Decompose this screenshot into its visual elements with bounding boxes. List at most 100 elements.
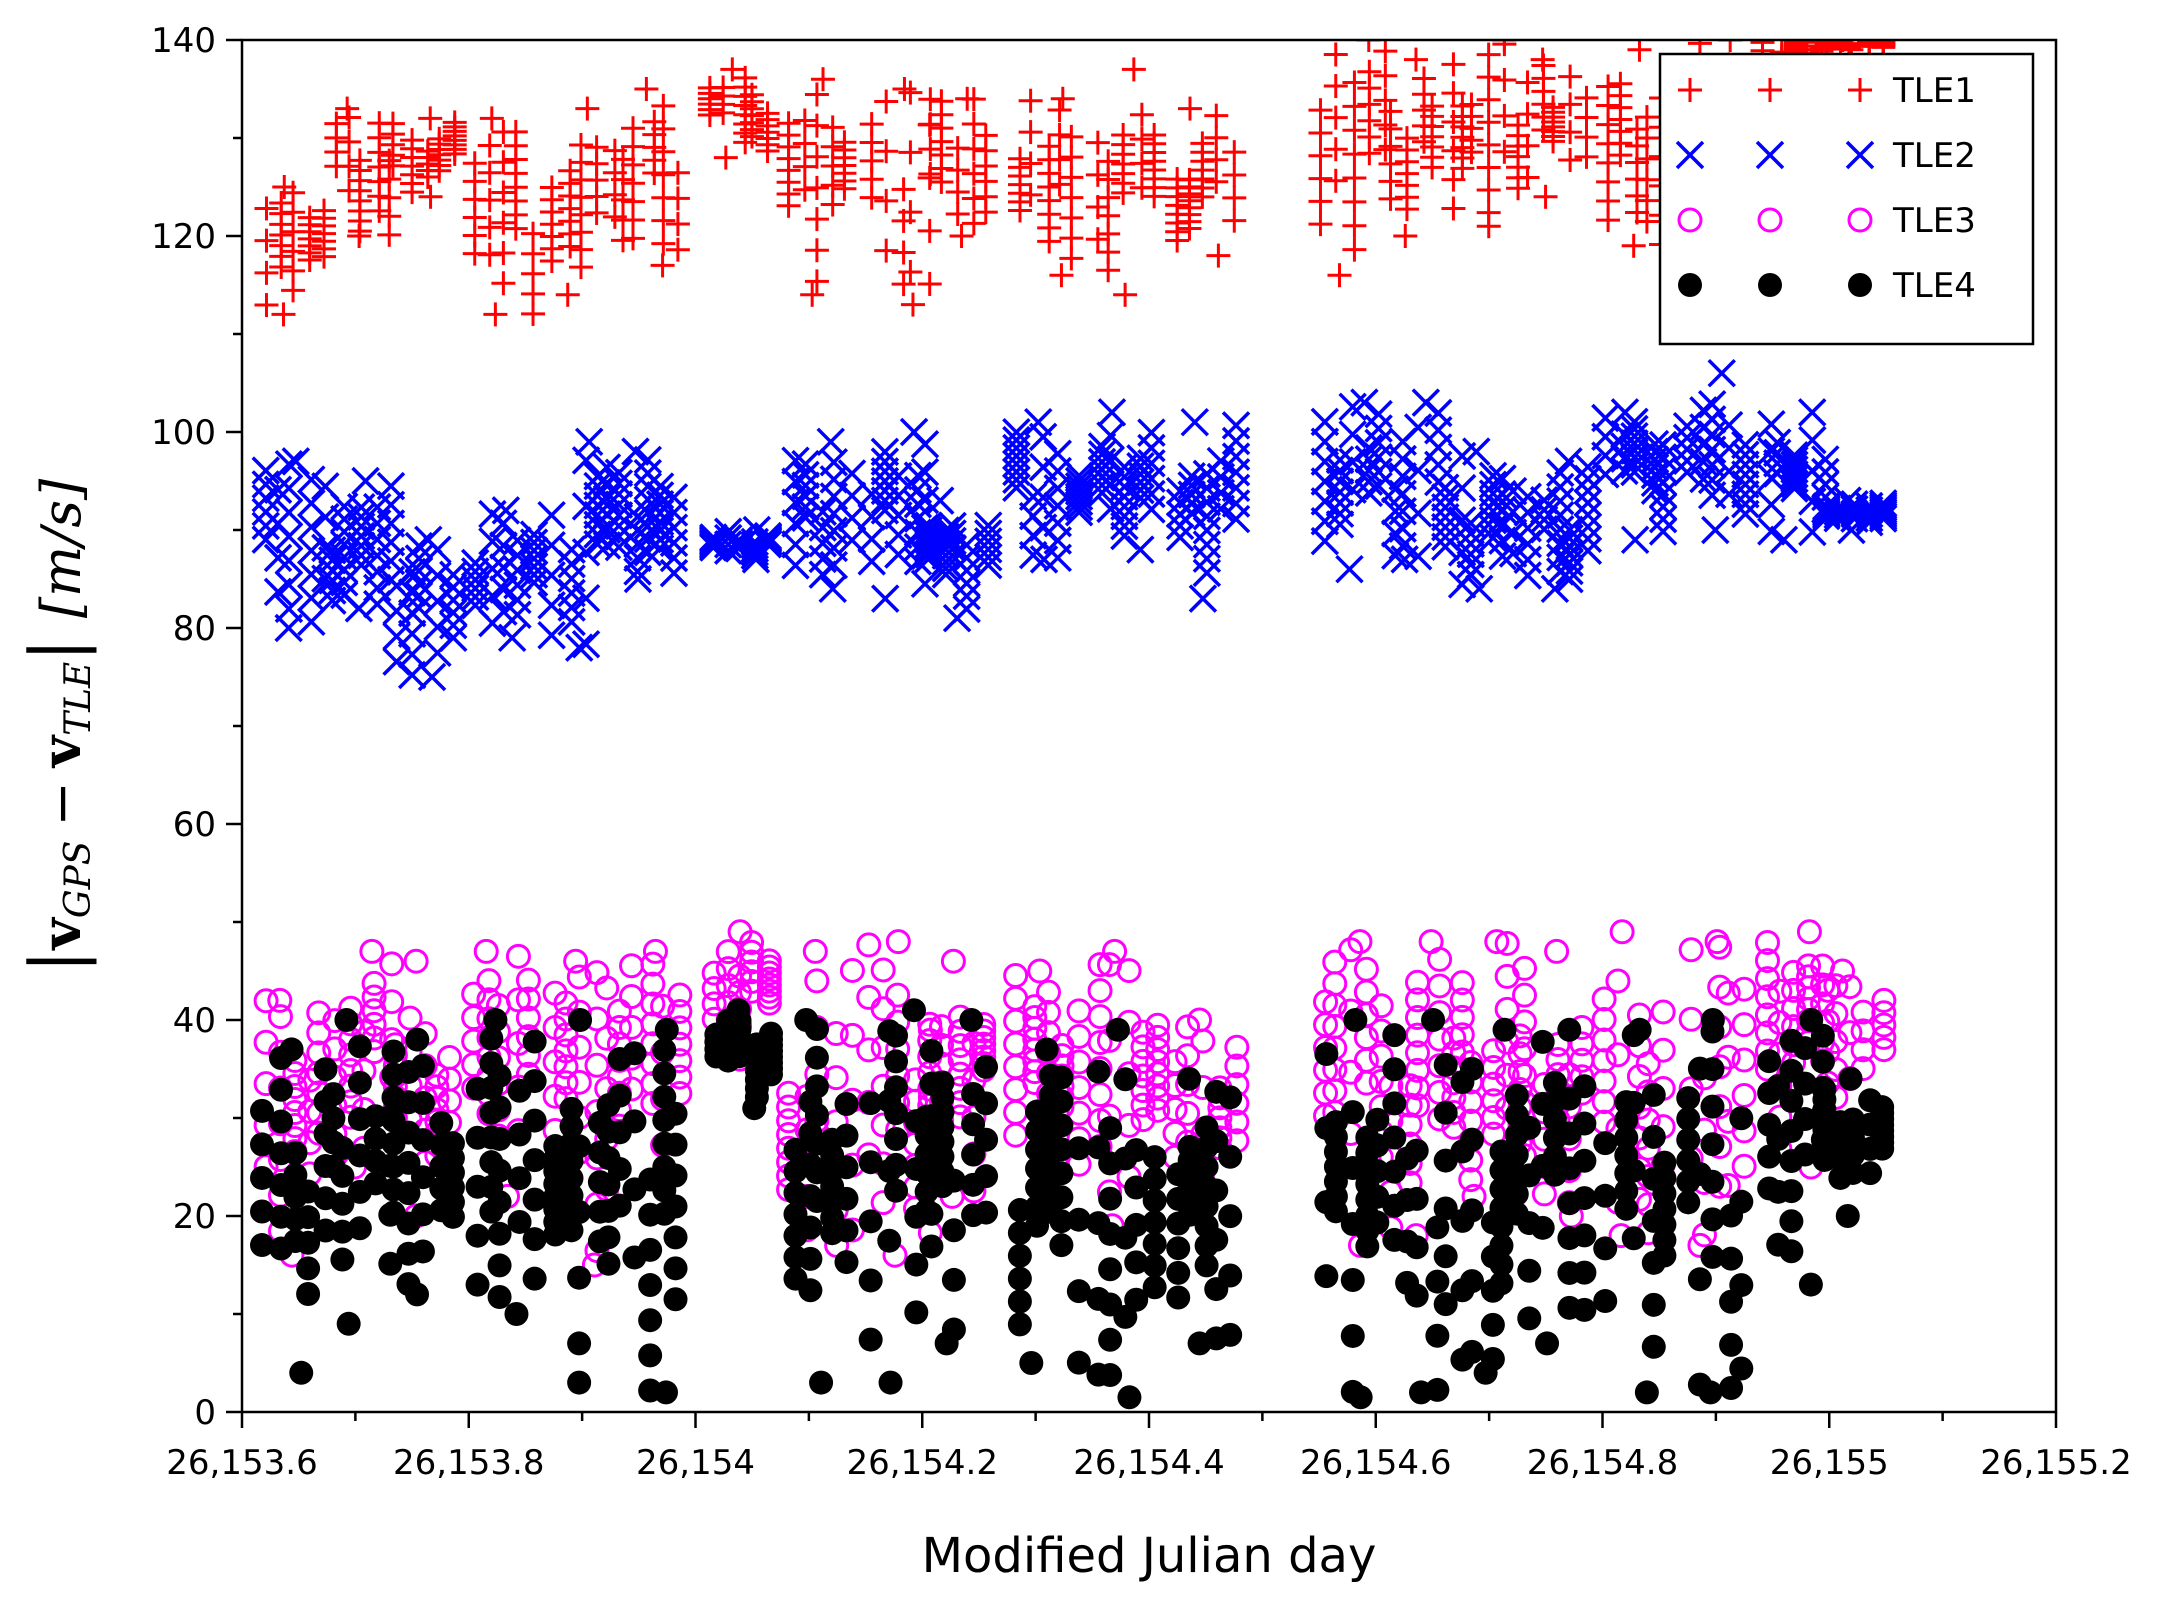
data-point-tle4: [283, 1140, 308, 1165]
data-point-tle2: [1018, 482, 1048, 511]
data-point-tle1: [337, 154, 362, 179]
data-point-tle3: [839, 1022, 865, 1048]
data-point-tle1: [832, 130, 857, 155]
data-point-tle4: [1517, 1258, 1542, 1283]
data-point-tle2: [557, 593, 586, 622]
data-point-tle1: [1356, 40, 1381, 52]
data-point-tle4: [638, 1343, 663, 1368]
data-point-tle1: [1085, 130, 1110, 155]
legend: TLE1 TLE2 TLE3 TLE4: [1658, 52, 2035, 346]
data-point-tle2: [1364, 428, 1393, 458]
data-point-tle3: [563, 948, 589, 974]
data-point-tle1: [491, 271, 516, 296]
data-point-tle1: [720, 57, 745, 82]
data-point-tle2: [604, 490, 634, 519]
data-point-tle2: [351, 466, 380, 496]
data-point-tle4: [1218, 1204, 1243, 1229]
data-point-tle3: [553, 1054, 579, 1080]
data-point-tle2: [1757, 409, 1786, 439]
data-point-tle4: [1779, 1239, 1804, 1264]
data-point-tle2: [491, 496, 521, 525]
data-point-tle4: [1049, 1161, 1074, 1186]
data-point-tle1: [610, 187, 635, 212]
data-point-tle2: [478, 554, 507, 583]
data-point-tle4: [1098, 1116, 1123, 1141]
data-point-tle4: [1687, 1267, 1712, 1292]
data-point-tle4: [1517, 1306, 1542, 1331]
data-point-tle2: [1192, 516, 1222, 545]
y-tick-label: 100: [151, 413, 216, 453]
data-point-tle2: [1464, 574, 1494, 604]
data-point-tle3: [424, 1074, 450, 1100]
y-tick-label: 0: [194, 1393, 216, 1433]
data-point-tle4: [798, 1278, 823, 1303]
data-point-tle1: [949, 224, 974, 248]
data-point-tle1: [1222, 185, 1247, 210]
data-point-tle2: [1573, 500, 1603, 530]
data-point-tle2: [557, 564, 586, 593]
data-point-tle3: [1130, 1078, 1156, 1104]
data-point-tle1: [335, 96, 360, 121]
data-point-tle1: [1441, 52, 1466, 77]
data-point-tle3: [1022, 994, 1048, 1020]
data-point-tle2: [857, 524, 886, 554]
data-point-tle2: [1381, 497, 1410, 526]
data-point-tle4: [1142, 1166, 1167, 1191]
data-point-tle2: [497, 623, 527, 653]
data-point-tle3: [566, 1069, 592, 1095]
data-point-tle1: [1204, 147, 1229, 172]
data-point-tle1: [1634, 209, 1659, 234]
data-point-tle4: [834, 1123, 859, 1148]
y-axis-title: |vGPS−vTLE|[m/s]: [15, 478, 99, 973]
data-point-tle2: [1811, 470, 1840, 499]
data-point-tle4: [567, 1134, 592, 1159]
data-point-tle2: [1192, 487, 1222, 517]
data-point-tle4: [622, 1109, 647, 1134]
data-point-tle3: [515, 1005, 541, 1031]
data-point-tle4: [941, 1267, 966, 1292]
data-point-tle1: [1047, 147, 1072, 172]
data-point-tle1: [891, 272, 916, 297]
data-point-tle2: [1811, 445, 1840, 474]
data-point-tle4: [269, 1109, 294, 1134]
x-tick-label: 26,154.2: [847, 1443, 998, 1483]
series-tle4: [250, 998, 1895, 1410]
data-point-tle2: [1757, 517, 1786, 546]
data-point-tle3: [701, 991, 727, 1017]
data-point-tle4: [834, 1155, 859, 1180]
data-point-tle1: [1373, 63, 1398, 88]
data-point-tle3: [606, 998, 632, 1024]
data-point-tle2: [1456, 529, 1485, 559]
data-point-tle4: [1066, 1136, 1091, 1161]
data-point-tle1: [1476, 110, 1501, 135]
data-point-tle4: [330, 1191, 355, 1216]
data-point-tle1: [418, 106, 443, 131]
data-point-tle3: [553, 990, 579, 1016]
data-point-tle1: [442, 110, 467, 135]
data-point-tle1: [324, 111, 349, 136]
data-point-tle2: [274, 570, 304, 599]
data-point-tle4: [1489, 1233, 1514, 1258]
data-point-tle3: [1404, 1093, 1430, 1119]
data-point-tle1: [1222, 208, 1247, 233]
data-point-tle1: [1441, 81, 1466, 106]
data-point-tle1: [1459, 92, 1484, 117]
data-point-tle3: [606, 1015, 632, 1041]
data-point-tle4: [804, 1045, 829, 1070]
data-point-tle4: [930, 1070, 955, 1095]
data-point-tle3: [1187, 1007, 1213, 1033]
data-point-tle2: [571, 630, 601, 659]
data-point-tle4: [1530, 1215, 1555, 1240]
data-point-tle2: [1769, 525, 1799, 555]
data-point-tle4: [1142, 1231, 1167, 1256]
data-point-tle4: [1382, 1091, 1407, 1116]
data-point-tle3: [1035, 999, 1061, 1025]
data-point-tle2: [1797, 398, 1827, 427]
data-point-tle4: [1621, 1226, 1646, 1251]
data-point-tle3: [1494, 930, 1520, 956]
data-point-tle4: [596, 1251, 621, 1276]
data-point-tle4: [1729, 1273, 1754, 1298]
data-point-tle2: [404, 556, 434, 586]
data-point-tle2: [1456, 560, 1485, 589]
data-point-tle2: [574, 427, 604, 457]
